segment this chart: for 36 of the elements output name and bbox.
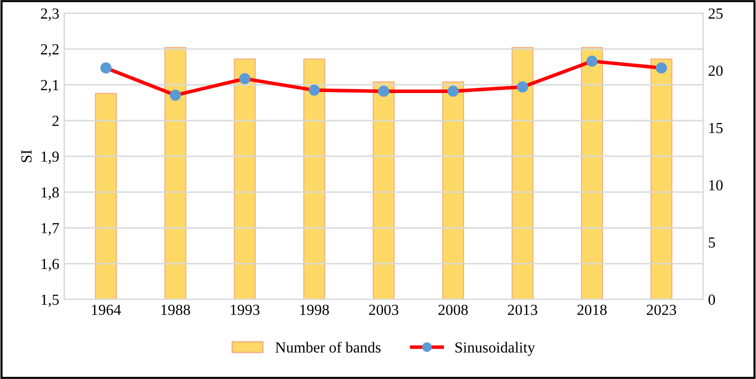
x-tick-label: 1998 — [300, 304, 329, 316]
bar — [303, 58, 326, 300]
bar — [442, 81, 464, 300]
bar — [234, 58, 256, 300]
bar — [650, 58, 672, 300]
y2-tick-label: 20 — [708, 66, 723, 76]
x-tick-label: 1964 — [92, 304, 121, 316]
x-tick-label: 1993 — [230, 304, 260, 316]
y-tick-label: 1,9 — [42, 152, 59, 164]
y-tick-label: 2,1 — [40, 80, 58, 92]
y2-tick-label: 25 — [708, 8, 723, 19]
y-tick-label: 2 — [52, 116, 59, 126]
y-tick-label: 2,3 — [40, 8, 59, 21]
y-tick-label: 1,5 — [42, 294, 59, 308]
legend-label: Sinusoidality — [455, 342, 536, 356]
y-tick-label: 1,6 — [42, 258, 59, 272]
x-tick-label: 2013 — [508, 304, 538, 316]
bar — [512, 47, 534, 300]
y2-tick-label: 0 — [708, 294, 715, 305]
bar — [581, 47, 603, 300]
x-tick-label: 1988 — [161, 304, 190, 316]
x-tick-label: 2008 — [438, 304, 468, 316]
y-axis-title: SI — [21, 150, 32, 162]
bar — [372, 81, 395, 300]
y2-tick-label: 10 — [709, 180, 723, 190]
bar — [94, 92, 117, 300]
y2-tick-label: 15 — [709, 122, 723, 134]
y-tick-label: 1,8 — [42, 187, 59, 200]
x-tick-label: 2023 — [646, 304, 676, 316]
x-tick-label: 2003 — [369, 304, 398, 316]
y-tick-label: 1,7 — [42, 223, 59, 236]
y2-tick-label: 5 — [708, 237, 715, 248]
legend-label: Number of bands — [275, 342, 381, 353]
y-tick-label: 2,2 — [40, 44, 59, 57]
bar — [164, 47, 186, 300]
x-tick-label: 2018 — [577, 304, 607, 316]
